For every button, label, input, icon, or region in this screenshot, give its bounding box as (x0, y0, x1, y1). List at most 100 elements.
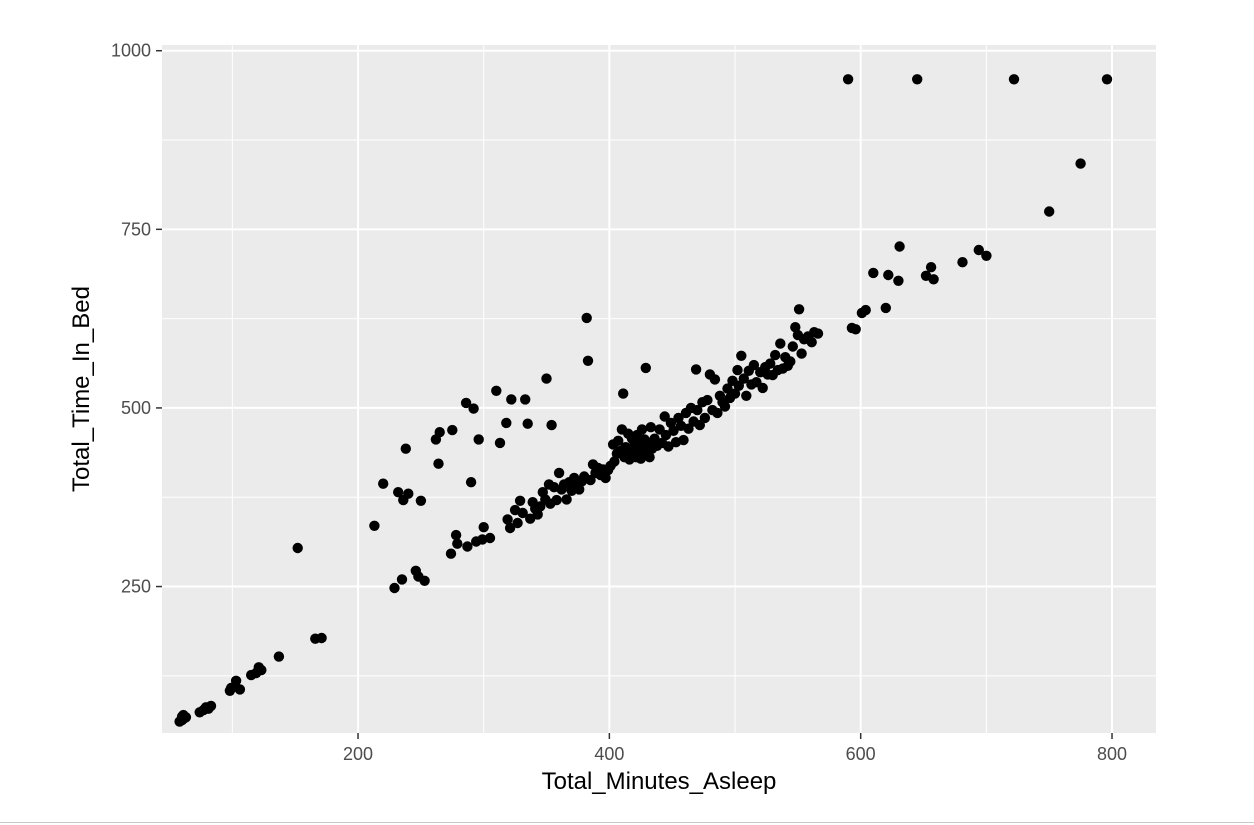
data-point (719, 401, 731, 412)
data-point (553, 467, 565, 479)
data-point (501, 417, 512, 429)
data-point (316, 632, 327, 644)
data-point (660, 429, 672, 441)
data-point (273, 651, 285, 662)
data-point (741, 390, 752, 401)
x-tick-label: 600 (846, 744, 876, 764)
data-point (868, 267, 879, 279)
data-point (551, 494, 562, 506)
data-point (673, 412, 684, 424)
data-point (514, 495, 526, 506)
data-point (736, 350, 747, 361)
data-points (174, 74, 1113, 727)
data-point (732, 364, 743, 376)
data-point (447, 424, 458, 436)
data-point (729, 388, 741, 399)
data-point (618, 388, 629, 399)
data-point (678, 434, 689, 446)
data-point (912, 74, 923, 85)
data-point (520, 394, 531, 405)
data-point (292, 542, 303, 554)
data-point (645, 422, 656, 433)
data-point (757, 382, 768, 394)
data-point (957, 257, 968, 268)
y-tick-label: 250 (121, 577, 151, 597)
y-tick-label: 750 (121, 219, 151, 239)
data-point (522, 418, 533, 429)
data-point (1044, 206, 1055, 217)
data-point (738, 373, 749, 384)
data-point (378, 478, 389, 489)
data-point (880, 302, 891, 314)
data-point (205, 700, 217, 712)
data-point (180, 712, 192, 723)
data-point (581, 312, 592, 324)
major-gridlines (162, 45, 1156, 733)
data-point (775, 338, 786, 349)
data-point (850, 324, 861, 335)
data-point (532, 509, 543, 520)
y-axis-title: Total_Time_In_Bed (68, 286, 95, 492)
data-point (450, 529, 462, 541)
plot-panel (162, 45, 1156, 733)
data-point (699, 412, 711, 424)
data-point (419, 575, 430, 586)
x-axis-ticks: 200 400 600 800 (343, 733, 1127, 764)
x-tick-label: 200 (343, 744, 373, 764)
data-point (683, 423, 694, 434)
data-point (504, 522, 516, 534)
x-tick-label: 800 (1097, 744, 1127, 764)
data-point (770, 349, 781, 361)
data-point (541, 373, 552, 384)
data-point (635, 453, 646, 464)
data-point (433, 458, 444, 469)
data-point (234, 684, 246, 695)
data-point (785, 356, 796, 367)
data-point (465, 477, 477, 488)
y-tick-label: 500 (121, 398, 151, 418)
data-point (491, 385, 502, 396)
data-point (613, 435, 624, 446)
data-point (793, 304, 805, 315)
data-point (796, 348, 807, 359)
data-point (574, 484, 585, 495)
data-point (452, 538, 463, 549)
data-point (894, 241, 905, 252)
data-point (644, 452, 655, 463)
data-point (690, 364, 702, 375)
data-point (600, 472, 611, 484)
data-point (389, 582, 400, 594)
y-tick-label: 1000 (111, 41, 151, 61)
data-point (445, 548, 457, 559)
y-axis-ticks: 250 500 750 1000 (111, 41, 162, 597)
data-point (668, 425, 679, 436)
data-point (517, 507, 528, 519)
data-point (883, 269, 894, 281)
data-point (860, 304, 871, 316)
data-point (1008, 74, 1020, 85)
data-point (925, 262, 937, 273)
data-point (722, 383, 733, 394)
data-point (478, 522, 489, 533)
data-point (842, 74, 854, 85)
data-point (561, 494, 572, 505)
data-point (506, 394, 517, 405)
data-point (400, 443, 411, 454)
data-point (712, 407, 723, 419)
data-point (1101, 74, 1113, 85)
data-point (665, 417, 677, 429)
data-point (473, 434, 484, 445)
data-point (973, 244, 984, 256)
x-tick-label: 400 (594, 744, 624, 764)
data-point (484, 532, 496, 544)
data-point (659, 411, 670, 422)
data-point (502, 514, 513, 525)
data-point (1075, 158, 1086, 169)
data-point (494, 437, 506, 449)
data-point (748, 359, 760, 371)
data-point (396, 574, 408, 585)
data-point (462, 541, 473, 552)
data-point (663, 441, 674, 452)
data-point (609, 456, 620, 467)
